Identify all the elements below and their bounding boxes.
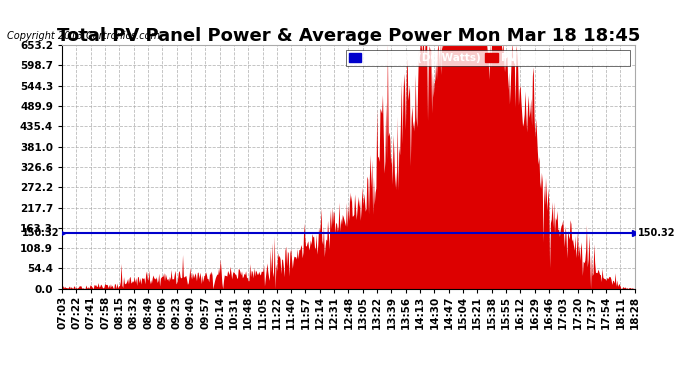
- Text: 150.32: 150.32: [22, 228, 59, 238]
- Legend: Average (DC Watts), PV Panels (DC Watts): Average (DC Watts), PV Panels (DC Watts): [346, 50, 629, 66]
- Text: Copyright 2013 Cartronics.com: Copyright 2013 Cartronics.com: [7, 32, 160, 41]
- Title: Total PV Panel Power & Average Power Mon Mar 18 18:45: Total PV Panel Power & Average Power Mon…: [57, 27, 640, 45]
- Text: 150.32: 150.32: [638, 228, 675, 238]
